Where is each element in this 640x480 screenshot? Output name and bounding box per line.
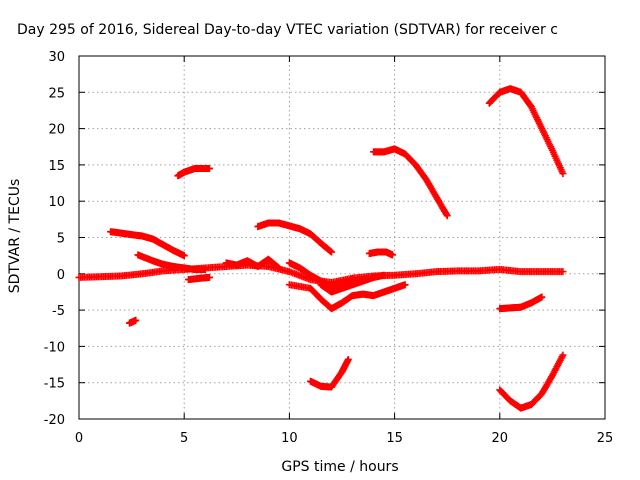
- y-tick-label: 20: [48, 123, 65, 138]
- data-point: [559, 268, 567, 276]
- data-point: [559, 351, 567, 359]
- y-tick-label: 5: [57, 232, 65, 247]
- y-tick-label: -5: [52, 304, 65, 319]
- x-tick-label: 25: [597, 431, 614, 446]
- data-point: [132, 316, 140, 324]
- data-point: [559, 170, 567, 178]
- grid-lines: [79, 56, 605, 419]
- data-point: [180, 252, 188, 260]
- data-points: [75, 85, 567, 412]
- data-point: [538, 293, 546, 301]
- x-tick-label: 20: [492, 431, 509, 446]
- y-tick-label: -10: [44, 340, 65, 355]
- chart-title: Day 295 of 2016, Sidereal Day-to-day VTE…: [17, 22, 558, 38]
- x-axis-title: GPS time / hours: [281, 459, 398, 475]
- y-tick-label: 15: [48, 159, 65, 174]
- y-tick-label: 10: [48, 195, 65, 210]
- x-tick-label: 5: [180, 431, 188, 446]
- data-point: [401, 281, 409, 289]
- y-tick-label: -20: [44, 413, 65, 428]
- data-point: [344, 355, 352, 363]
- data-point: [205, 165, 213, 173]
- x-tick-label: 15: [386, 431, 403, 446]
- data-point: [327, 248, 335, 256]
- data-point: [205, 273, 213, 281]
- data-point: [443, 212, 451, 220]
- data-point: [388, 251, 396, 259]
- x-tick-label: 0: [75, 431, 83, 446]
- data-point-fill: [442, 210, 450, 218]
- data-point: [201, 265, 209, 273]
- data-point: [380, 271, 388, 279]
- y-tick-label: -15: [44, 377, 65, 392]
- y-tick-label: 25: [48, 86, 65, 101]
- y-axis-title: SDTVAR / TECUs: [7, 179, 23, 294]
- y-tick-label: 0: [57, 268, 65, 283]
- x-tick-label: 10: [281, 431, 298, 446]
- axis-ticks: 0 5 10 15 20 25 -20 -15 -10 -5 0 5 10 15 20 25 30: [44, 50, 614, 446]
- data-point: [275, 264, 283, 272]
- y-tick-label: 30: [48, 50, 65, 65]
- plot-frame: [78, 55, 606, 420]
